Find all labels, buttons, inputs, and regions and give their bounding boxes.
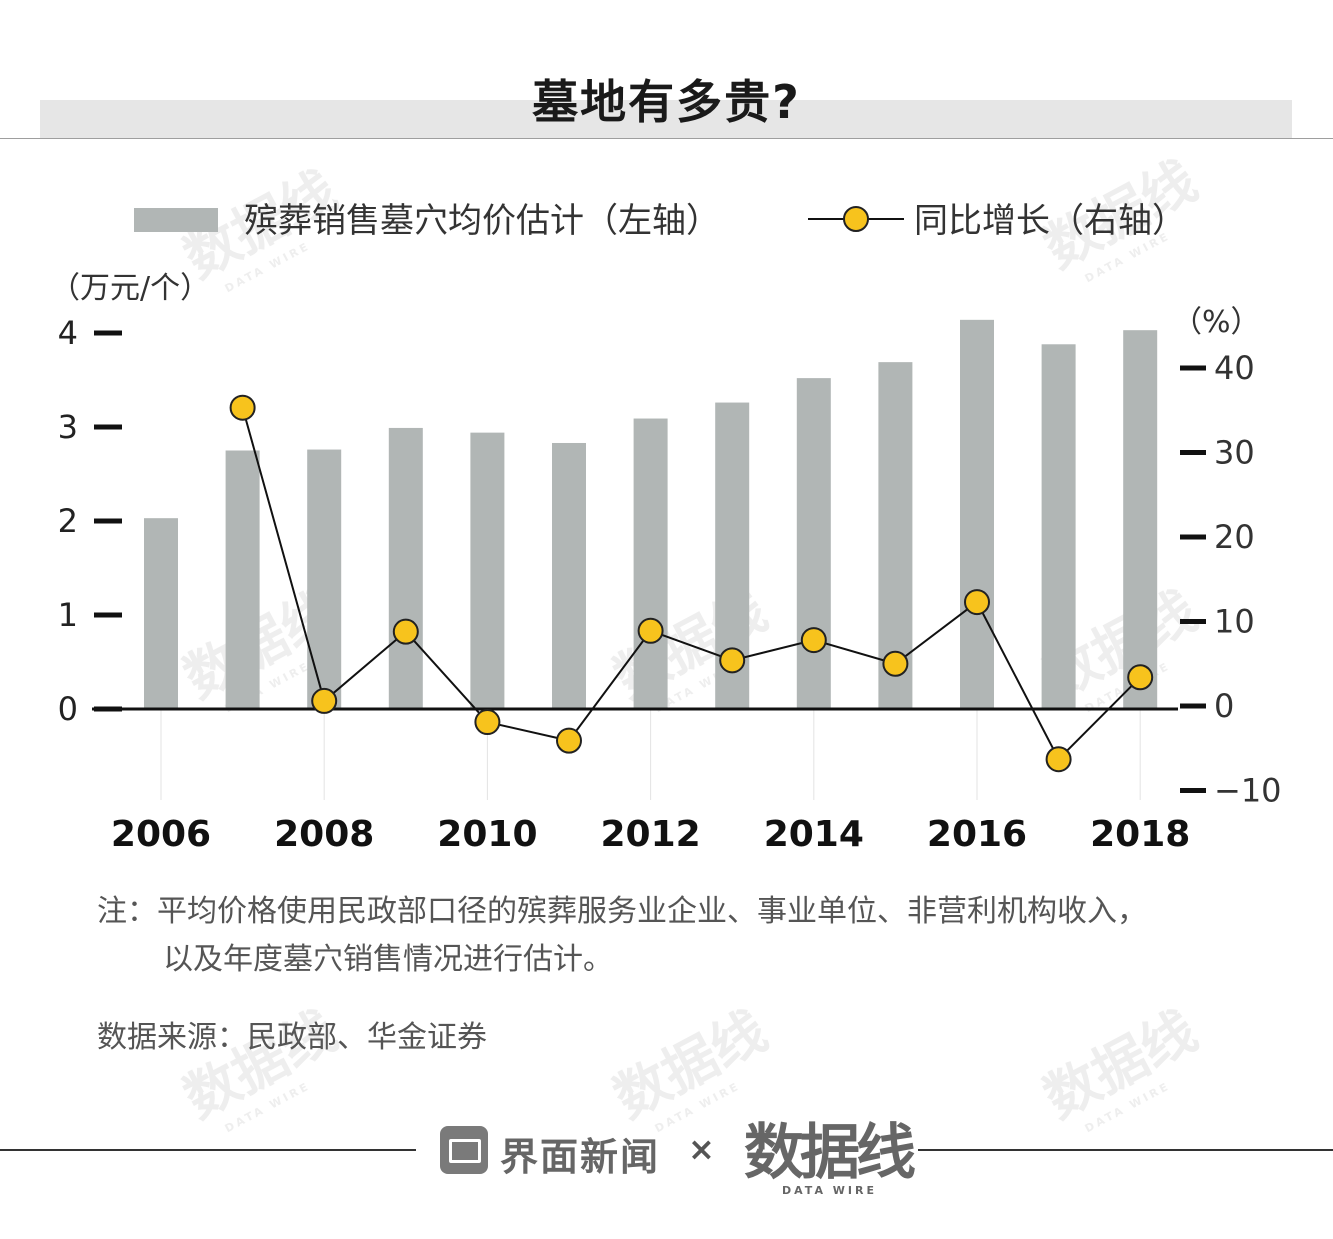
bar [633, 418, 668, 709]
left-tick-label: 3 [58, 408, 78, 446]
growth-point [474, 709, 501, 736]
chart-title: 墓地有多贵? [532, 75, 801, 129]
legend-line-marker [843, 206, 869, 232]
footnote-line-1: 注：平均价格使用民政部口径的殡葬服务业企业、事业单位、非营利机构收入， [97, 894, 1147, 929]
bar [144, 518, 178, 709]
x-tick-label: 2014 [764, 814, 864, 855]
x-tick-label: 2018 [1090, 814, 1190, 855]
right-tick-label: 0 [1214, 687, 1234, 725]
footnote-line-2: 以及年度墓穴销售情况进行估计。 [163, 942, 613, 977]
bar [960, 319, 994, 709]
footnote: 注：平均价格使用民政部口径的殡葬服务业企业、事业单位、非营利机构收入， 以及年度… [97, 888, 1297, 984]
right-tick-label: 30 [1214, 434, 1255, 472]
x-tick-label: 2008 [274, 814, 374, 855]
legend-line-label: 同比增长（右轴） [914, 201, 1186, 241]
right-tick-label: 40 [1214, 349, 1255, 387]
data-wire-logo: 数据线 [744, 1118, 916, 1188]
legend-bar-label: 殡葬销售墓穴均价估计（左轴） [244, 201, 720, 241]
data-source: 数据来源：民政部、华金证券 [97, 1020, 487, 1055]
title-rule [0, 138, 1333, 139]
x-tick-label: 2010 [437, 814, 537, 855]
left-tick-label: 0 [58, 690, 78, 728]
growth-point [964, 589, 990, 616]
growth-point [229, 394, 256, 421]
left-tick-label: 4 [58, 314, 78, 352]
growth-point [637, 617, 664, 644]
growth-point [1045, 746, 1072, 773]
legend-bar-swatch [134, 208, 218, 232]
x-tick-label: 2012 [600, 814, 700, 855]
bar [796, 378, 831, 709]
x-tick-label: 2016 [927, 814, 1027, 855]
x-tick-label: 2006 [111, 814, 211, 855]
bar [470, 432, 505, 709]
left-axis-unit: （万元/个） [50, 271, 210, 306]
left-tick-label: 1 [58, 596, 78, 634]
growth-point [392, 618, 419, 645]
right-tick-label: 10 [1214, 603, 1255, 641]
right-tick-label: 20 [1214, 518, 1255, 556]
right-axis-unit: （%） [1172, 305, 1261, 340]
footer-rule-left [0, 1149, 416, 1151]
growth-point [719, 647, 746, 674]
bar [1123, 330, 1158, 709]
chart: 殡葬销售墓穴均价估计（左轴） 同比增长（右轴） （万元/个） （%） 0 1 2 3 4… [50, 201, 1282, 855]
bar [388, 427, 423, 709]
growth-line [241, 407, 1141, 761]
growth-point [800, 627, 827, 654]
right-tick-label: −10 [1214, 772, 1282, 810]
bar [307, 449, 342, 709]
bar [552, 442, 586, 709]
data-wire-logo-sub: DATA WIRE [782, 1184, 877, 1197]
growth-point [1127, 664, 1154, 691]
bar [225, 450, 260, 709]
title-band [40, 100, 1292, 138]
growth-point [556, 727, 582, 754]
growth-point [311, 687, 338, 714]
footer-rule-right [918, 1149, 1333, 1151]
bar [1041, 344, 1076, 709]
growth-point [882, 650, 909, 677]
left-tick-label: 2 [58, 502, 78, 540]
times-symbol: × [688, 1130, 715, 1168]
jiemian-logo-icon [440, 1126, 488, 1174]
brand-name: 界面新闻 [500, 1135, 661, 1179]
